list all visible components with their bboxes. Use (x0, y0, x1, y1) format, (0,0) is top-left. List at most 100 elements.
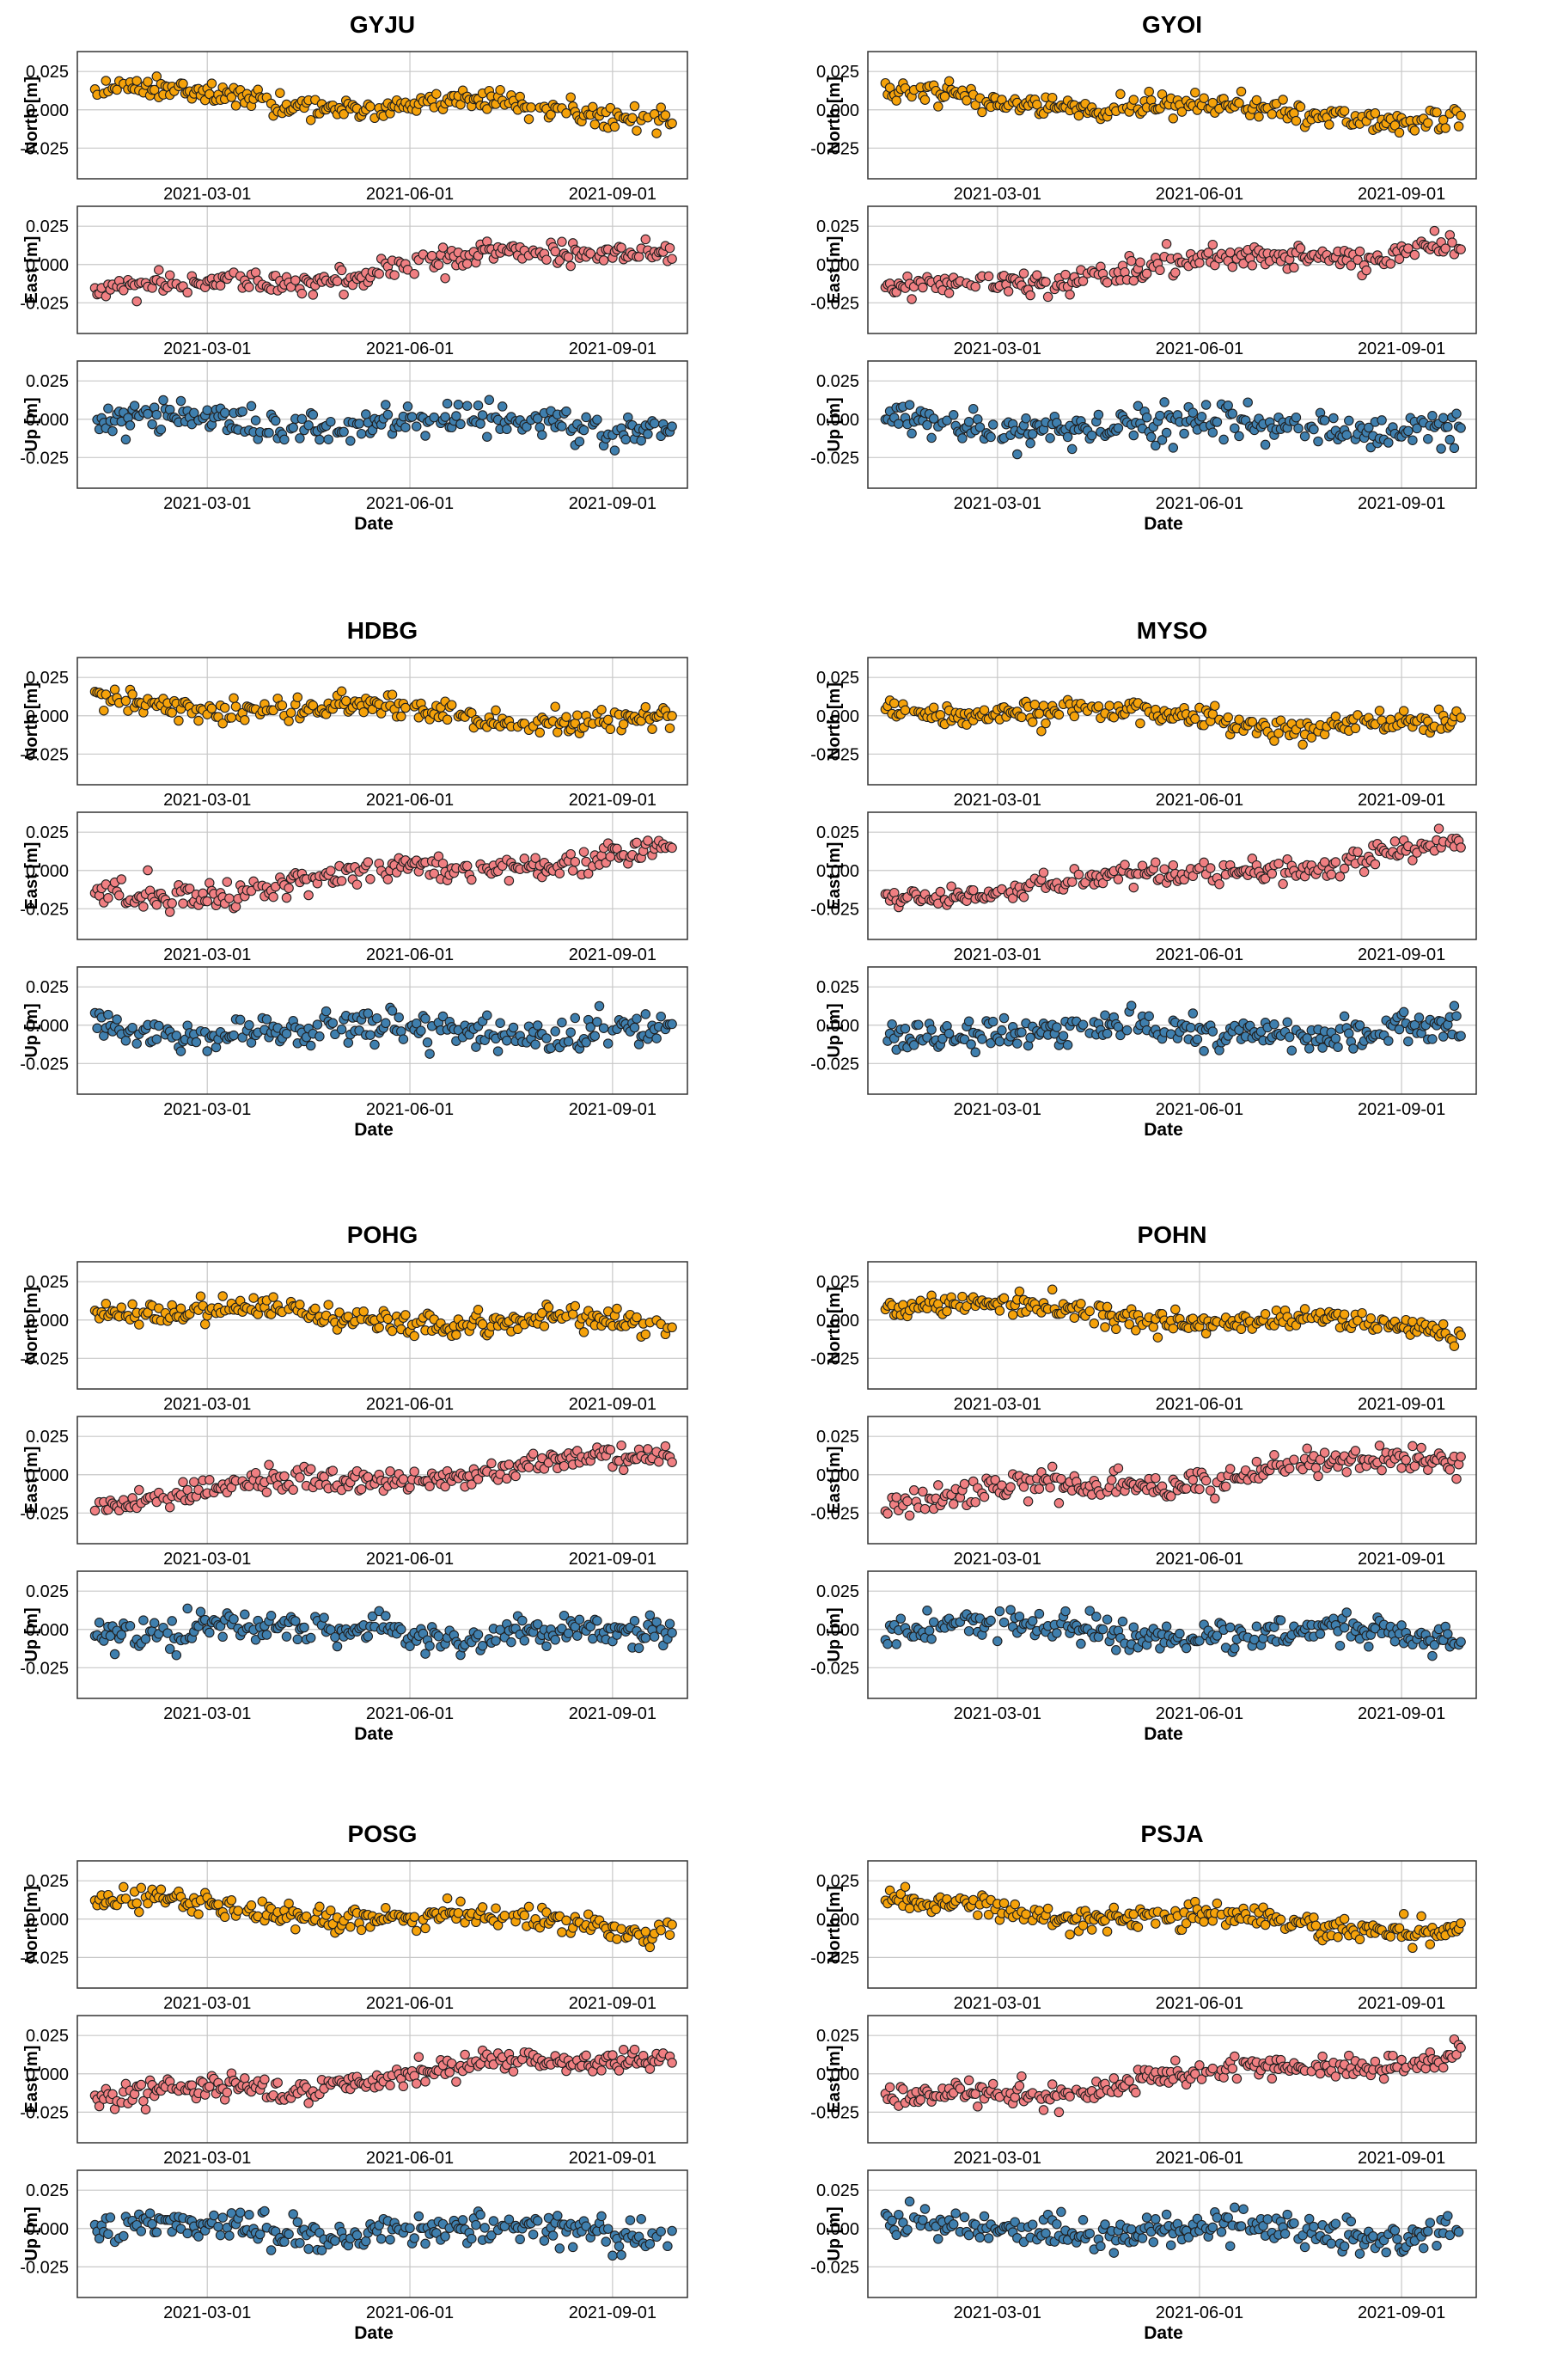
data-point (248, 1293, 259, 1303)
data-point (131, 1038, 142, 1049)
data-point (957, 1291, 968, 1302)
data-point (250, 267, 261, 278)
data-point (589, 119, 601, 130)
data-point (1005, 1605, 1016, 1615)
data-point (299, 1622, 309, 1633)
data-point (240, 1609, 250, 1620)
data-point (1196, 412, 1207, 422)
x-tick-label: 2021-06-01 (1156, 1550, 1243, 1569)
data-point (632, 837, 642, 848)
data-point (567, 866, 578, 876)
data-point (508, 1022, 519, 1033)
data-point (1423, 433, 1433, 444)
data-point (1076, 1638, 1086, 1649)
data-point (616, 242, 626, 253)
data-point (1299, 1304, 1310, 1314)
y-axis-label: East [m] (22, 236, 41, 304)
data-point (1005, 1482, 1016, 1492)
data-point (1023, 1496, 1034, 1507)
data-point (361, 409, 371, 419)
data-point (918, 282, 928, 293)
data-point (1234, 98, 1244, 108)
data-point (492, 1046, 504, 1056)
data-point (1423, 118, 1433, 128)
data-point (195, 1606, 206, 1618)
data-point (211, 1042, 222, 1053)
data-point (433, 260, 444, 270)
data-point (1354, 246, 1365, 257)
data-point (113, 890, 125, 901)
data-point (616, 1440, 626, 1451)
data-point (596, 704, 607, 715)
data-point (147, 419, 157, 430)
data-point (1389, 120, 1401, 131)
data-point (900, 1024, 911, 1034)
data-point (482, 104, 492, 114)
data-point (1115, 89, 1126, 100)
data-point (1047, 1284, 1058, 1295)
x-tick-label: 2021-06-01 (366, 1550, 454, 1569)
data-point (381, 1018, 391, 1029)
data-point (396, 711, 406, 722)
data-point (336, 686, 347, 697)
data-point (1014, 1286, 1025, 1297)
data-point (1045, 432, 1055, 444)
x-tick-label: 2021-09-01 (569, 185, 656, 204)
data-point (1100, 1010, 1110, 1020)
data-points (880, 397, 1466, 460)
y-tick-label: -0.025 (20, 449, 69, 468)
data-point (1230, 423, 1240, 433)
x-tick-label: 2021-03-01 (163, 2149, 251, 2168)
data-point (424, 1641, 435, 1651)
data-point (1330, 711, 1341, 722)
data-point (205, 1475, 215, 1485)
data-point (667, 711, 677, 721)
data-point (171, 1649, 182, 1661)
data-point (1291, 115, 1302, 126)
data-point (437, 858, 449, 869)
data-point (455, 1896, 466, 1907)
data-point (1334, 1640, 1346, 1651)
y-axis-label: Up [m] (22, 1003, 41, 1057)
data-point (667, 1457, 677, 1467)
data-point (1295, 101, 1306, 113)
data-point (537, 430, 547, 440)
data-point (1188, 407, 1199, 418)
data-point (968, 884, 979, 896)
data-point (1128, 95, 1139, 105)
data-point (919, 95, 931, 105)
data-point (1339, 1309, 1350, 1319)
x-tick-label: 2021-09-01 (1358, 494, 1445, 513)
data-point (554, 868, 565, 878)
data-point (1214, 878, 1224, 890)
y-tick-label: 0.025 (816, 217, 859, 236)
data-point (935, 886, 946, 897)
data-point (1449, 443, 1460, 454)
station-title: GYJU (350, 11, 415, 38)
data-point (1247, 260, 1258, 271)
data-point (578, 425, 589, 436)
data-point (290, 1924, 301, 1935)
data-point (907, 294, 917, 304)
data-point (193, 1909, 204, 1919)
data-point (174, 715, 184, 726)
data-point (1313, 1471, 1323, 1482)
data-point (119, 1881, 129, 1893)
data-point (942, 415, 952, 425)
data-point (553, 727, 563, 737)
data-point (1449, 1341, 1460, 1351)
data-point (1034, 1484, 1045, 1494)
data-point (175, 1046, 186, 1056)
data-point (550, 246, 560, 257)
data-point (424, 1049, 435, 1059)
data-point (235, 1014, 246, 1025)
data-point (640, 701, 651, 713)
data-point (1432, 107, 1442, 118)
data-point (605, 1445, 616, 1455)
data-point (1086, 430, 1097, 441)
data-point (1334, 872, 1346, 882)
